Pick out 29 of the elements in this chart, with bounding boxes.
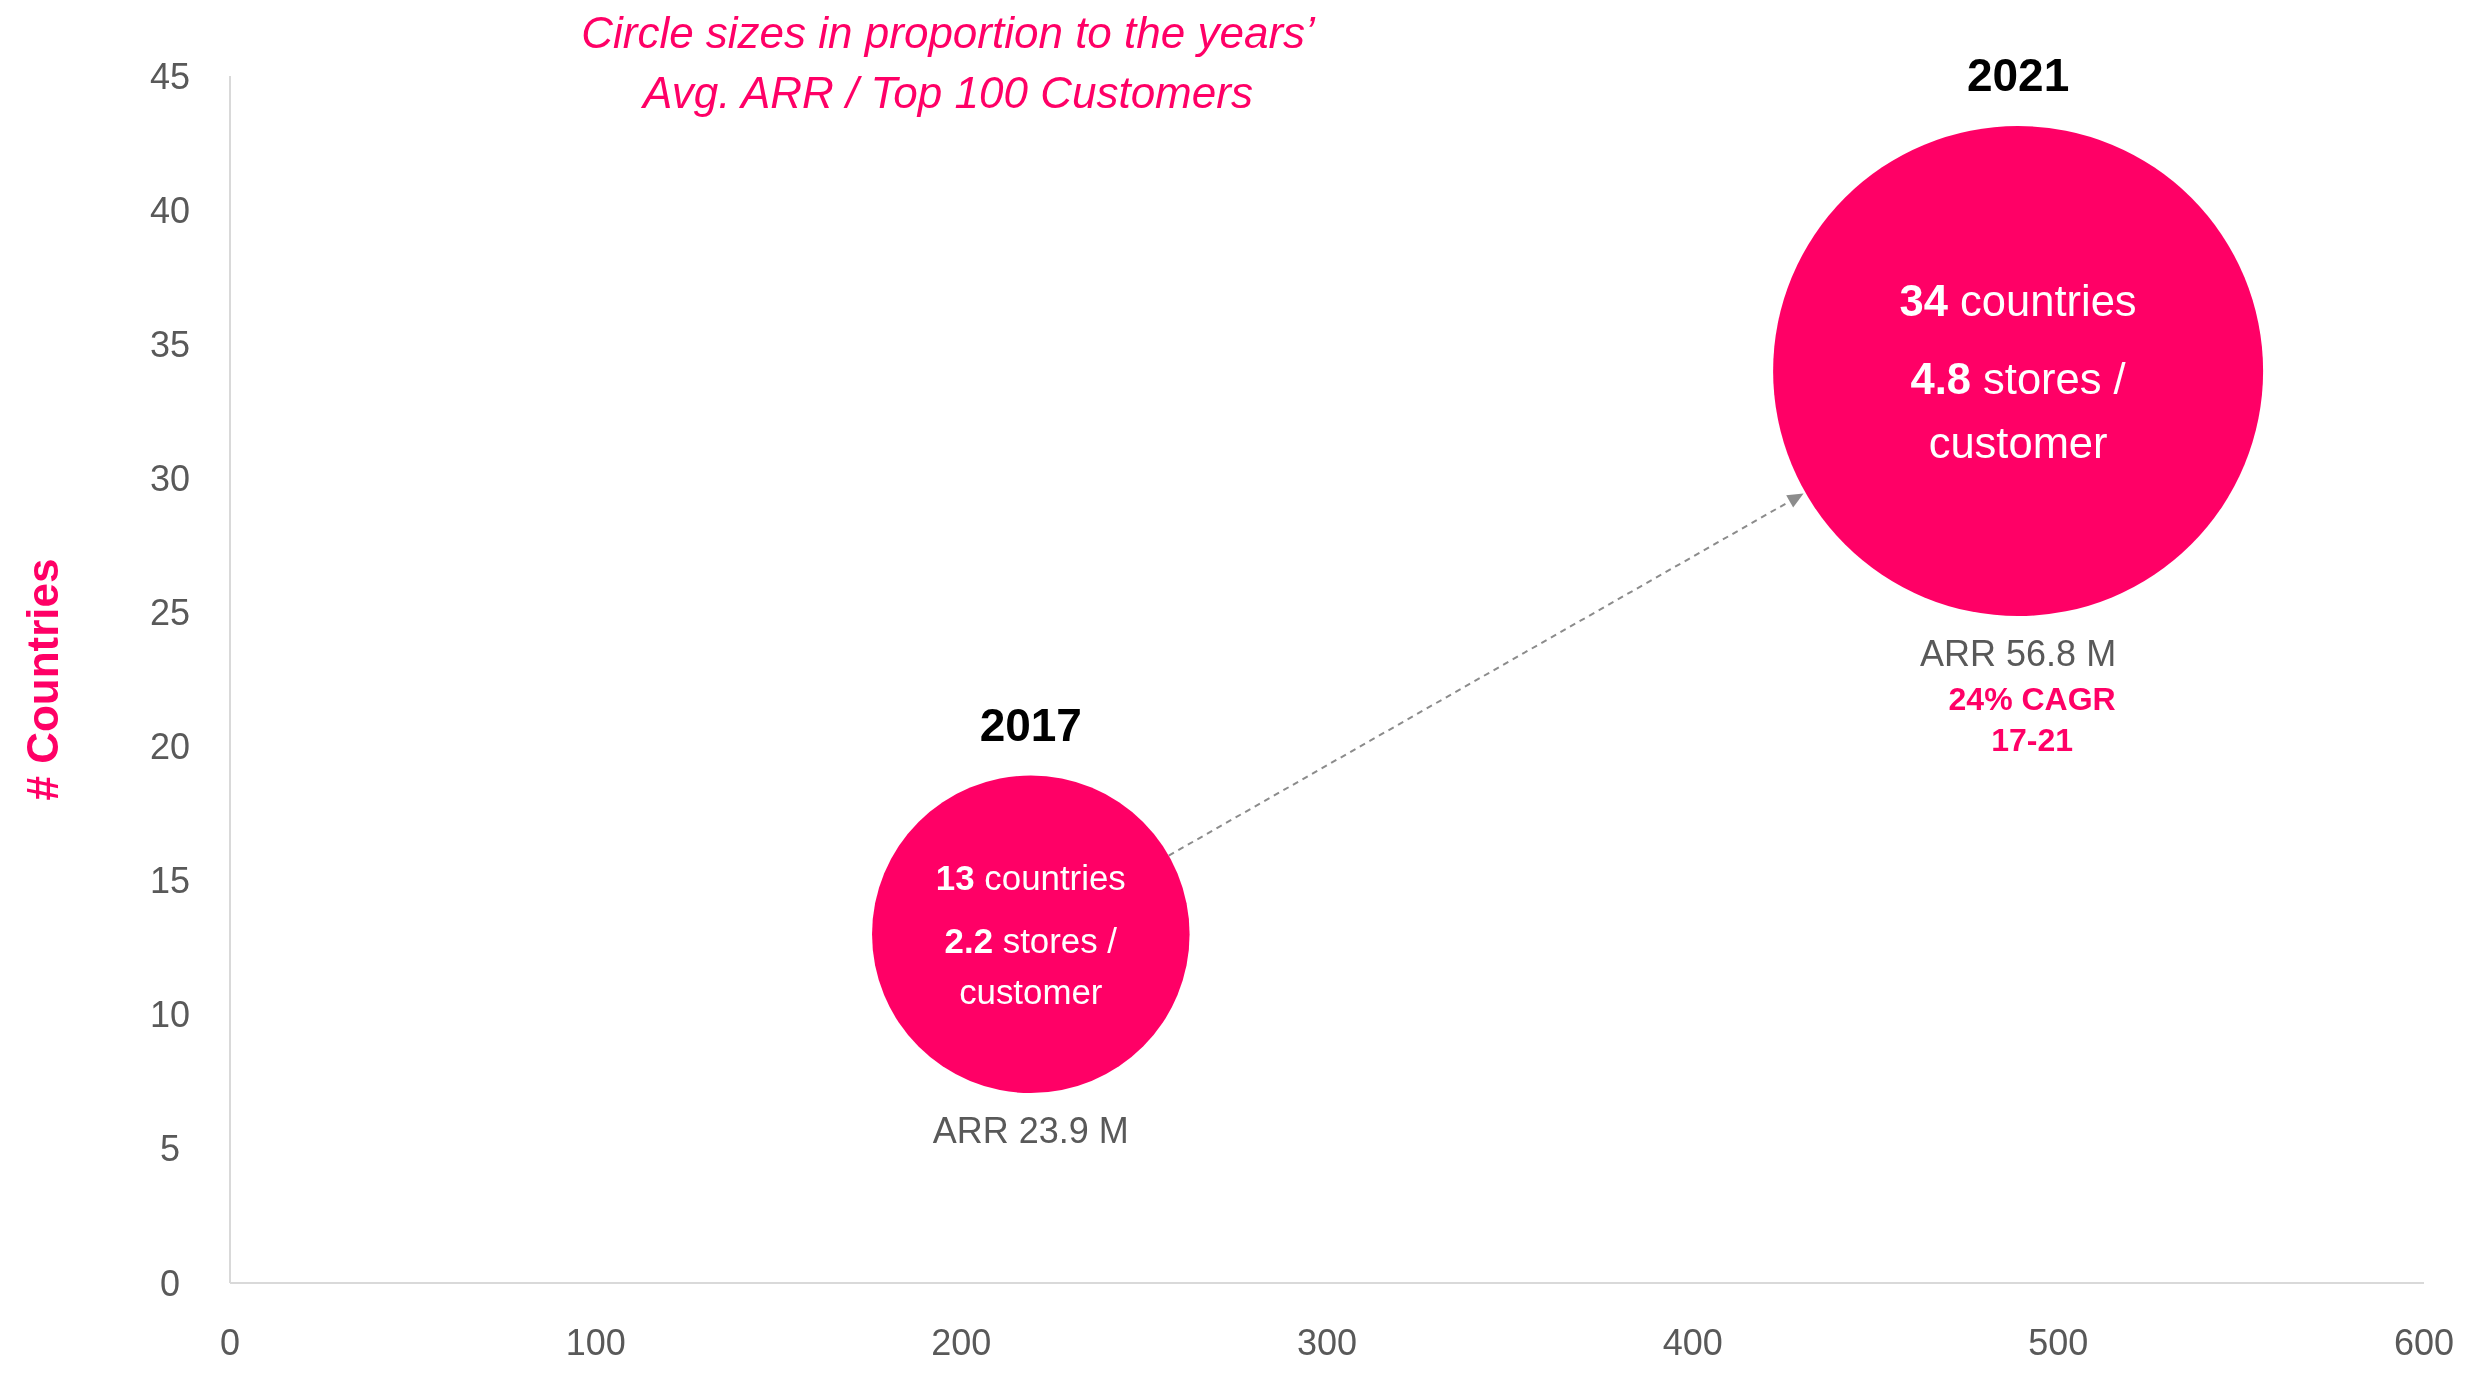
annotation: 17-21 <box>1991 722 2074 759</box>
y-tick-label: 35 <box>149 323 191 365</box>
annotation: ARR 56.8 M <box>1920 633 2117 675</box>
annotation: 13 countries <box>935 858 1126 898</box>
y-tick-label: 45 <box>149 55 191 97</box>
x-tick-label: 100 <box>565 1322 626 1363</box>
annotation: 2.2 stores / customer <box>944 921 1118 1011</box>
x-tick-label: 600 <box>2393 1322 2455 1363</box>
chart-title: Circle sizes in proportion to the years’ Avg. ARR / Top 100 Customers <box>581 8 1317 117</box>
x-tick-label: 400 <box>1662 1322 1723 1363</box>
y-tick-label: 10 <box>149 994 191 1036</box>
x-tick-label: 500 <box>2028 1322 2089 1363</box>
y-tick-label: 20 <box>149 726 191 768</box>
y-axis-title: # Countries <box>18 558 67 801</box>
y-tick-label: 0 <box>159 1262 181 1304</box>
x-tick-label: 300 <box>1296 1322 1358 1363</box>
x-tick-label: 200 <box>931 1322 992 1363</box>
x-tick-label: 0 <box>219 1322 241 1363</box>
y-tick-label: 5 <box>159 1128 181 1170</box>
annotation: 34 countries <box>1899 277 2137 326</box>
annotation: 4.8 stores / customer <box>1910 355 2127 467</box>
y-tick-label: 30 <box>149 457 191 499</box>
annotation: ARR 23.9 M <box>932 1110 1129 1152</box>
y-tick-label: 15 <box>149 860 191 902</box>
annotation: 2017 <box>979 698 1082 751</box>
annotation: 24% CAGR <box>1948 681 2116 718</box>
y-tick-label: 40 <box>149 189 191 231</box>
annotation: 2021 <box>1966 49 2070 102</box>
y-tick-label: 25 <box>149 592 191 634</box>
